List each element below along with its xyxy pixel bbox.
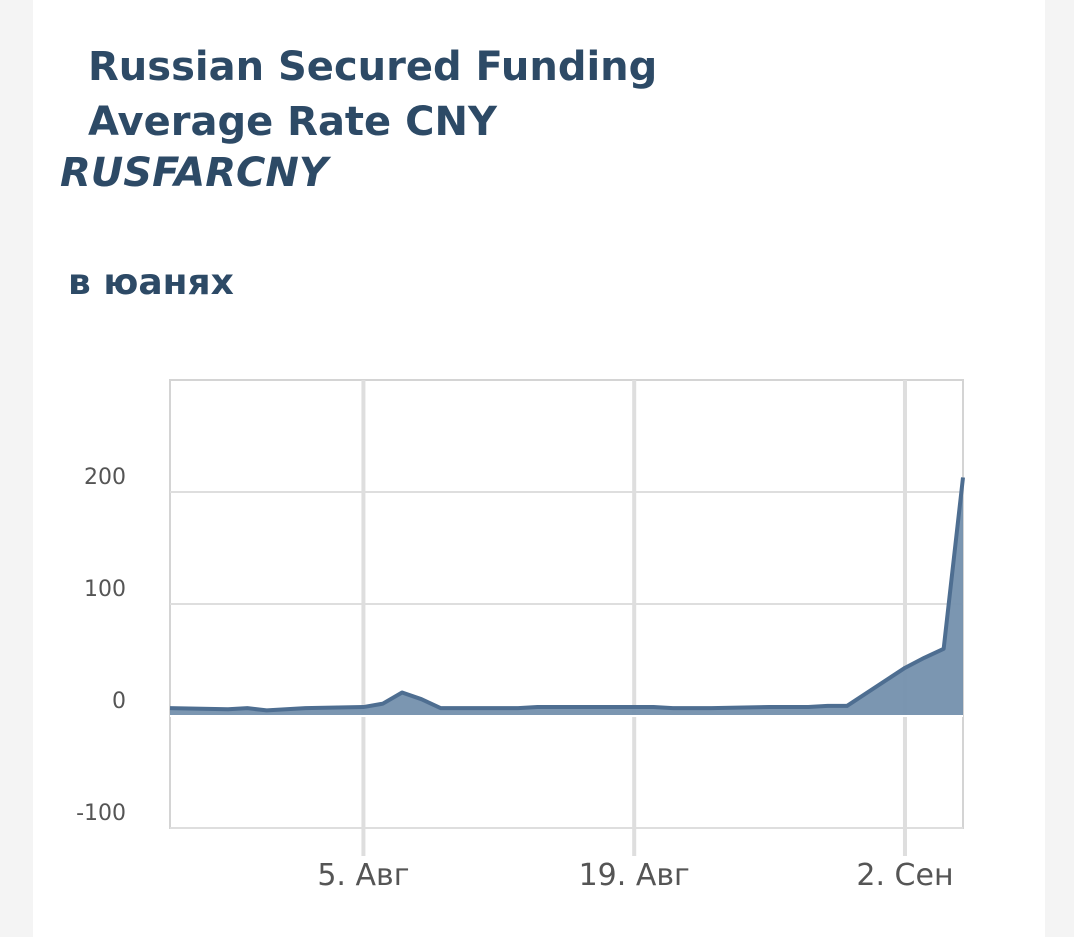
chart-title: Russian Secured Funding Average Rate CNY	[88, 44, 658, 145]
y-tick-label: -100	[76, 801, 126, 826]
line	[169, 477, 965, 713]
x-tick-label: 19. Авг	[579, 858, 690, 893]
x-tick-label: 5. Авг	[317, 858, 409, 893]
area	[170, 477, 963, 716]
chart-subtitle: RUSFARCNY	[60, 150, 328, 196]
y-tick-label: 100	[84, 577, 126, 602]
y-tick-label: 0	[112, 689, 126, 714]
card: Russian Secured Funding Average Rate CNY…	[33, 0, 1045, 937]
y-axis-label: в юанях	[68, 262, 234, 303]
y-tick-label: 200	[84, 465, 126, 490]
x-tick-label: 2. Сен	[856, 858, 953, 893]
